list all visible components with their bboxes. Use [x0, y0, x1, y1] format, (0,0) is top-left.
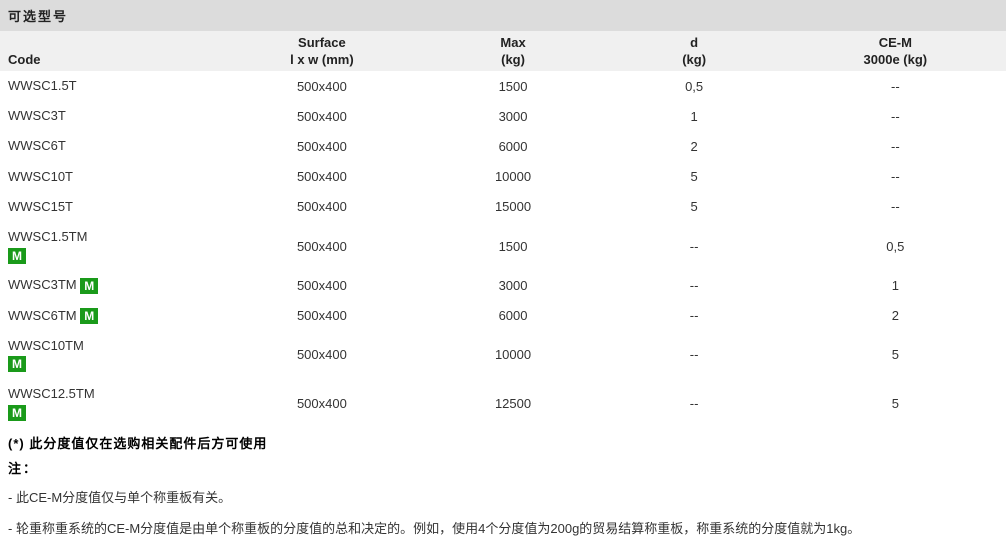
max-cell: 10000: [423, 331, 604, 379]
m-badge-icon: M: [8, 356, 26, 372]
th-max: Max (kg): [423, 31, 604, 71]
footnote: (*) 此分度值仅在选购相关配件后方可使用: [0, 427, 1006, 454]
cem-cell: --: [785, 71, 1006, 101]
max-cell: 6000: [423, 131, 604, 161]
code-text: WWSC1.5TM: [8, 228, 213, 246]
th-code-label: Code: [8, 50, 213, 67]
d-cell: 2: [604, 131, 785, 161]
th-surface-bot: l x w (mm): [229, 50, 414, 67]
surface-cell: 500x400: [221, 192, 422, 222]
code-text: WWSC10TM: [8, 337, 213, 355]
d-cell: 1: [604, 101, 785, 131]
code-cell: WWSC3TM M: [0, 270, 221, 300]
m-badge-icon: M: [8, 248, 26, 264]
section-title: 可选型号: [0, 0, 1006, 31]
max-cell: 1500: [423, 222, 604, 270]
surface-cell: 500x400: [221, 301, 422, 331]
note-line: - 此CE-M分度值仅与单个称重板有关。: [0, 481, 1006, 512]
notes-list: - 此CE-M分度值仅与单个称重板有关。- 轮重称重系统的CE-M分度值是由单个…: [0, 481, 1006, 543]
table-row: WWSC1.5TM M 500x4001500--0,5: [0, 222, 1006, 270]
code-cell: WWSC1.5T: [0, 71, 221, 101]
surface-cell: 500x400: [221, 101, 422, 131]
cem-cell: --: [785, 131, 1006, 161]
code-text: WWSC12.5TM: [8, 385, 213, 403]
cem-cell: 0,5: [785, 222, 1006, 270]
table-row: WWSC10TMM500x40010000--5: [0, 331, 1006, 379]
surface-cell: 500x400: [221, 131, 422, 161]
cem-cell: 1: [785, 270, 1006, 300]
code-cell: WWSC15T: [0, 192, 221, 222]
surface-cell: 500x400: [221, 379, 422, 427]
notes-head: 注：: [0, 454, 1006, 481]
max-cell: 10000: [423, 162, 604, 192]
table-head: Code Surface l x w (mm) Max (kg) d (kg) …: [0, 31, 1006, 71]
max-cell: 12500: [423, 379, 604, 427]
table-row: WWSC6T500x40060002--: [0, 131, 1006, 161]
table-row: WWSC6TM M500x4006000--2: [0, 301, 1006, 331]
table-body: WWSC1.5T500x40015000,5--WWSC3T500x400300…: [0, 71, 1006, 427]
th-max-top: Max: [431, 35, 596, 50]
d-cell: --: [604, 270, 785, 300]
max-cell: 15000: [423, 192, 604, 222]
table-row: WWSC3T500x40030001--: [0, 101, 1006, 131]
th-cem-bot: 3000e (kg): [793, 50, 998, 67]
th-surface: Surface l x w (mm): [221, 31, 422, 71]
max-cell: 6000: [423, 301, 604, 331]
m-badge-icon: M: [80, 278, 98, 294]
code-cell: WWSC12.5TM M: [0, 379, 221, 427]
th-cem-top: CE-M: [793, 35, 998, 50]
th-code: Code: [0, 31, 221, 71]
cem-cell: 2: [785, 301, 1006, 331]
code-cell: WWSC6TM M: [0, 301, 221, 331]
th-cem: CE-M 3000e (kg): [785, 31, 1006, 71]
m-badge-icon: M: [80, 308, 98, 324]
max-cell: 1500: [423, 71, 604, 101]
table-row: WWSC12.5TM M 500x40012500--5: [0, 379, 1006, 427]
table-row: WWSC1.5T500x40015000,5--: [0, 71, 1006, 101]
surface-cell: 500x400: [221, 71, 422, 101]
code-cell: WWSC3T: [0, 101, 221, 131]
d-cell: 5: [604, 192, 785, 222]
m-badge-icon: M: [8, 405, 26, 421]
th-max-bot: (kg): [431, 50, 596, 67]
d-cell: --: [604, 379, 785, 427]
code-cell: WWSC6T: [0, 131, 221, 161]
models-table: Code Surface l x w (mm) Max (kg) d (kg) …: [0, 31, 1006, 427]
th-d-top: d: [612, 35, 777, 50]
cem-cell: --: [785, 192, 1006, 222]
th-d-bot: (kg): [612, 50, 777, 67]
cem-cell: --: [785, 162, 1006, 192]
surface-cell: 500x400: [221, 162, 422, 192]
d-cell: --: [604, 331, 785, 379]
code-text: WWSC3TM: [8, 277, 80, 292]
code-cell: WWSC1.5TM M: [0, 222, 221, 270]
table-row: WWSC10T500x400100005--: [0, 162, 1006, 192]
surface-cell: 500x400: [221, 270, 422, 300]
th-d: d (kg): [604, 31, 785, 71]
code-cell: WWSC10TMM: [0, 331, 221, 379]
cem-cell: --: [785, 101, 1006, 131]
d-cell: 5: [604, 162, 785, 192]
code-cell: WWSC10T: [0, 162, 221, 192]
table-row: WWSC15T500x400150005--: [0, 192, 1006, 222]
max-cell: 3000: [423, 101, 604, 131]
table-row: WWSC3TM M500x4003000--1: [0, 270, 1006, 300]
d-cell: 0,5: [604, 71, 785, 101]
surface-cell: 500x400: [221, 222, 422, 270]
note-line: - 轮重称重系统的CE-M分度值是由单个称重板的分度值的总和决定的。例如，使用4…: [0, 512, 1006, 543]
max-cell: 3000: [423, 270, 604, 300]
d-cell: --: [604, 301, 785, 331]
th-surface-top: Surface: [229, 35, 414, 50]
code-text: WWSC6TM: [8, 308, 80, 323]
d-cell: --: [604, 222, 785, 270]
models-table-wrap: Code Surface l x w (mm) Max (kg) d (kg) …: [0, 31, 1006, 427]
surface-cell: 500x400: [221, 331, 422, 379]
cem-cell: 5: [785, 331, 1006, 379]
cem-cell: 5: [785, 379, 1006, 427]
